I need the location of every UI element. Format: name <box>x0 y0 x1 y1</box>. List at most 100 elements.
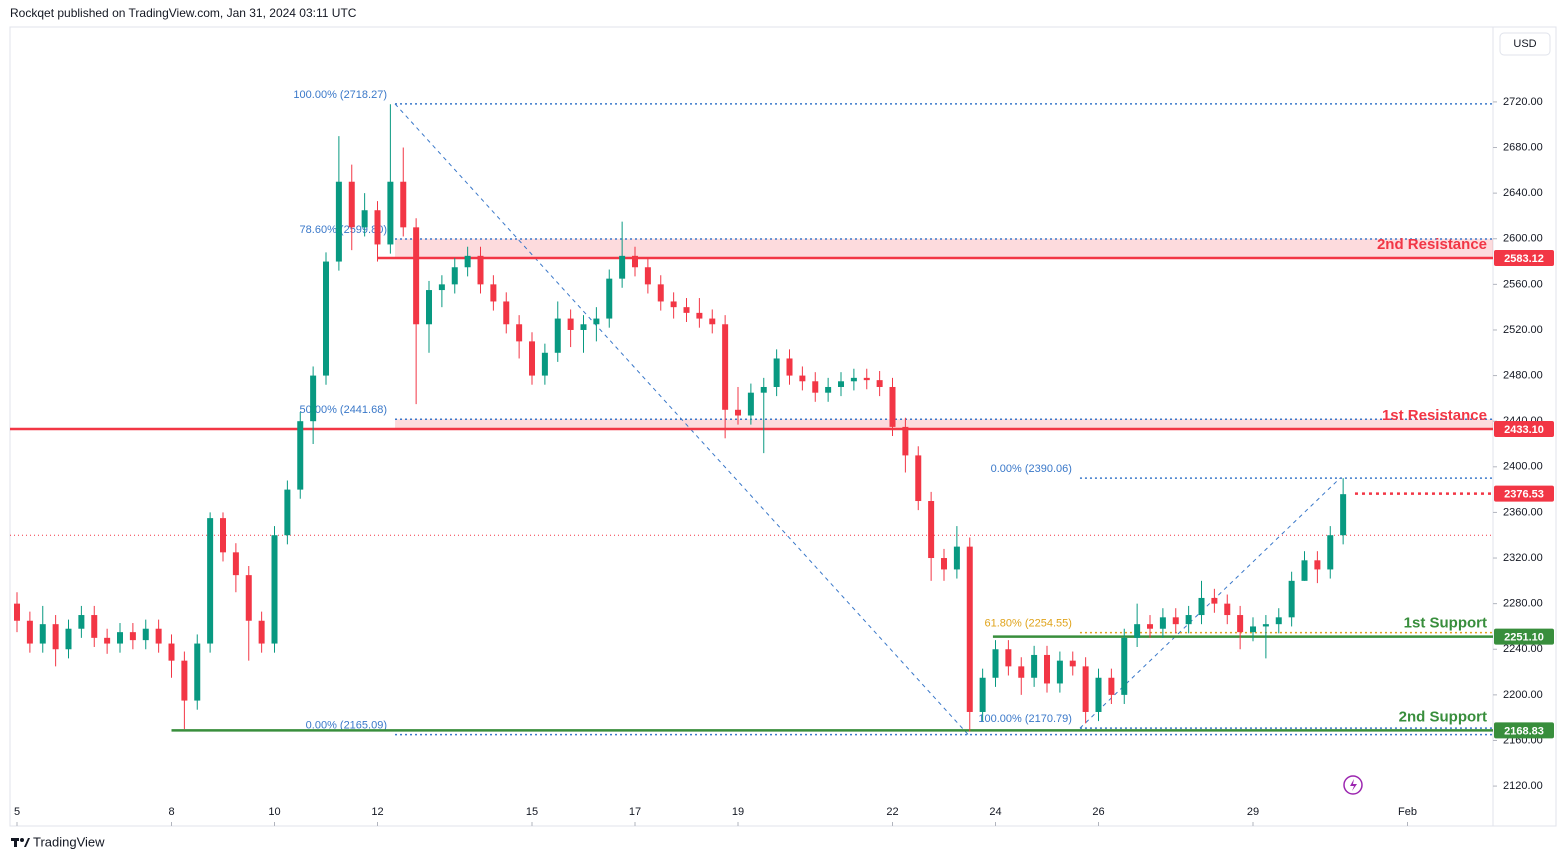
candle-body <box>503 301 510 325</box>
candle-body <box>1224 603 1231 616</box>
candle-body <box>52 624 59 650</box>
candle-body <box>117 632 124 644</box>
frame <box>9 26 1557 827</box>
candle-body <box>168 643 175 661</box>
candle-body <box>722 324 729 410</box>
price-tag-label: 2583.12 <box>1504 253 1544 265</box>
candle-body <box>606 278 613 319</box>
resistance-zone <box>395 419 1493 430</box>
candle-body <box>91 615 98 638</box>
candle-body <box>323 261 330 376</box>
byline: Rockqet published on TradingView.com, Ja… <box>10 6 357 20</box>
x-tick-label: 12 <box>371 806 383 818</box>
currency[interactable]: USD <box>1513 38 1536 50</box>
candle-body <box>953 546 960 570</box>
candle-body <box>335 181 342 262</box>
candle-body <box>1121 637 1128 695</box>
price-tag <box>1494 485 1554 502</box>
candle-body <box>632 255 639 268</box>
candle-body <box>1095 677 1102 712</box>
price-tag-label: 2251.10 <box>1504 632 1544 644</box>
candle-body <box>619 255 626 279</box>
price-tag <box>1494 249 1554 266</box>
x-tick-label: 26 <box>1092 806 1104 818</box>
candle-body <box>1108 677 1115 695</box>
alert-icon[interactable] <box>1343 775 1363 795</box>
candle-body <box>1237 615 1244 633</box>
y-tick-label: 2120.00 <box>1503 780 1543 792</box>
candle-body <box>644 267 651 285</box>
level-name: 1st Support <box>1404 615 1487 632</box>
candle-body <box>258 620 265 644</box>
price-tag <box>1494 722 1554 739</box>
resistance-zone <box>395 238 1493 258</box>
y-tick-label: 2680.00 <box>1503 141 1543 153</box>
candle-body <box>683 307 690 313</box>
candle-body <box>207 518 214 644</box>
candle-body <box>1340 494 1347 536</box>
candle-body <box>1159 617 1166 629</box>
candle-body <box>902 426 909 456</box>
candle-body <box>194 643 201 701</box>
candle-body <box>1056 660 1063 684</box>
candle-body <box>464 255 471 268</box>
candle-body <box>709 318 716 325</box>
candle-body <box>155 628 162 644</box>
fib-label: 100.00% (2170.79) <box>978 713 1072 725</box>
price-tag-label: 2433.10 <box>1504 424 1544 436</box>
x-tick-label: 17 <box>629 806 641 818</box>
candle-body <box>361 210 368 228</box>
candle-body <box>14 603 21 621</box>
candle-body <box>451 267 458 285</box>
candle-body <box>516 324 523 342</box>
candle-body <box>477 255 484 285</box>
candle-body <box>1185 615 1192 625</box>
currency-box[interactable] <box>1499 32 1551 56</box>
price-tag-label: 2168.83 <box>1504 725 1544 737</box>
candle-body <box>65 628 72 650</box>
candle-body <box>735 409 742 416</box>
y-tick-label: 2320.00 <box>1503 552 1543 564</box>
fib-label: 0.00% (2165.09) <box>306 720 387 732</box>
candle-body <box>310 375 317 422</box>
candle-body <box>1288 580 1295 618</box>
y-tick-label: 2360.00 <box>1503 506 1543 518</box>
candle-body <box>284 489 291 536</box>
x-tick-label: 8 <box>168 806 174 818</box>
fib-label: 50.00% (2441.68) <box>300 404 387 416</box>
candle-body <box>26 620 33 644</box>
candle-body <box>593 318 600 325</box>
candle-body <box>541 352 548 376</box>
candle-body <box>1301 560 1308 581</box>
price-tag <box>1494 421 1554 438</box>
y-tick-label: 2280.00 <box>1503 598 1543 610</box>
candle-body <box>1147 624 1154 629</box>
candle-body <box>773 358 780 387</box>
y-tick-label: 2200.00 <box>1503 689 1543 701</box>
x-tick-label: Feb <box>1398 806 1417 818</box>
fib-label: 0.00% (2390.06) <box>991 463 1072 475</box>
level-name: 2nd Support <box>1399 708 1487 725</box>
candle-body <box>1250 626 1257 633</box>
candle-body <box>1082 666 1089 712</box>
candle-body <box>220 518 227 553</box>
x-tick-label: 19 <box>732 806 744 818</box>
brand: TradingView <box>33 834 105 849</box>
x-tick-label: 15 <box>526 806 538 818</box>
candle-body <box>232 552 239 576</box>
candle-body <box>1275 617 1282 625</box>
candle-body <box>142 628 149 641</box>
x-tick-label: 5 <box>14 806 20 818</box>
candle-body <box>413 227 420 325</box>
candle-body <box>104 637 111 644</box>
level-name: 1st Resistance <box>1382 407 1487 424</box>
candle-body <box>490 284 497 302</box>
candle-body <box>812 381 819 393</box>
candle-body <box>580 324 587 330</box>
candle-body <box>850 377 857 382</box>
candle-body <box>825 386 832 393</box>
candle-body <box>78 615 85 629</box>
candle-body <box>1327 535 1334 570</box>
y-tick-label: 2480.00 <box>1503 369 1543 381</box>
